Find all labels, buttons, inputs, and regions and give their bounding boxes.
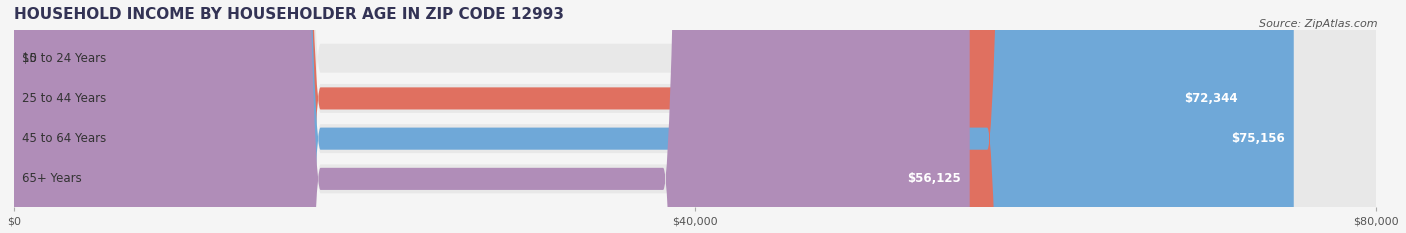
Text: Source: ZipAtlas.com: Source: ZipAtlas.com: [1260, 19, 1378, 29]
FancyBboxPatch shape: [14, 0, 1376, 233]
FancyBboxPatch shape: [14, 0, 1376, 233]
FancyBboxPatch shape: [14, 0, 1294, 233]
FancyBboxPatch shape: [14, 0, 1376, 233]
FancyBboxPatch shape: [14, 0, 1246, 233]
FancyBboxPatch shape: [14, 0, 970, 233]
Text: $72,344: $72,344: [1184, 92, 1237, 105]
Text: $0: $0: [22, 52, 38, 65]
Text: 65+ Years: 65+ Years: [22, 172, 82, 185]
Text: $75,156: $75,156: [1232, 132, 1285, 145]
Text: HOUSEHOLD INCOME BY HOUSEHOLDER AGE IN ZIP CODE 12993: HOUSEHOLD INCOME BY HOUSEHOLDER AGE IN Z…: [14, 7, 564, 22]
Text: 45 to 64 Years: 45 to 64 Years: [22, 132, 107, 145]
Text: 15 to 24 Years: 15 to 24 Years: [22, 52, 107, 65]
Text: $56,125: $56,125: [907, 172, 962, 185]
FancyBboxPatch shape: [14, 0, 1376, 233]
Text: 25 to 44 Years: 25 to 44 Years: [22, 92, 107, 105]
